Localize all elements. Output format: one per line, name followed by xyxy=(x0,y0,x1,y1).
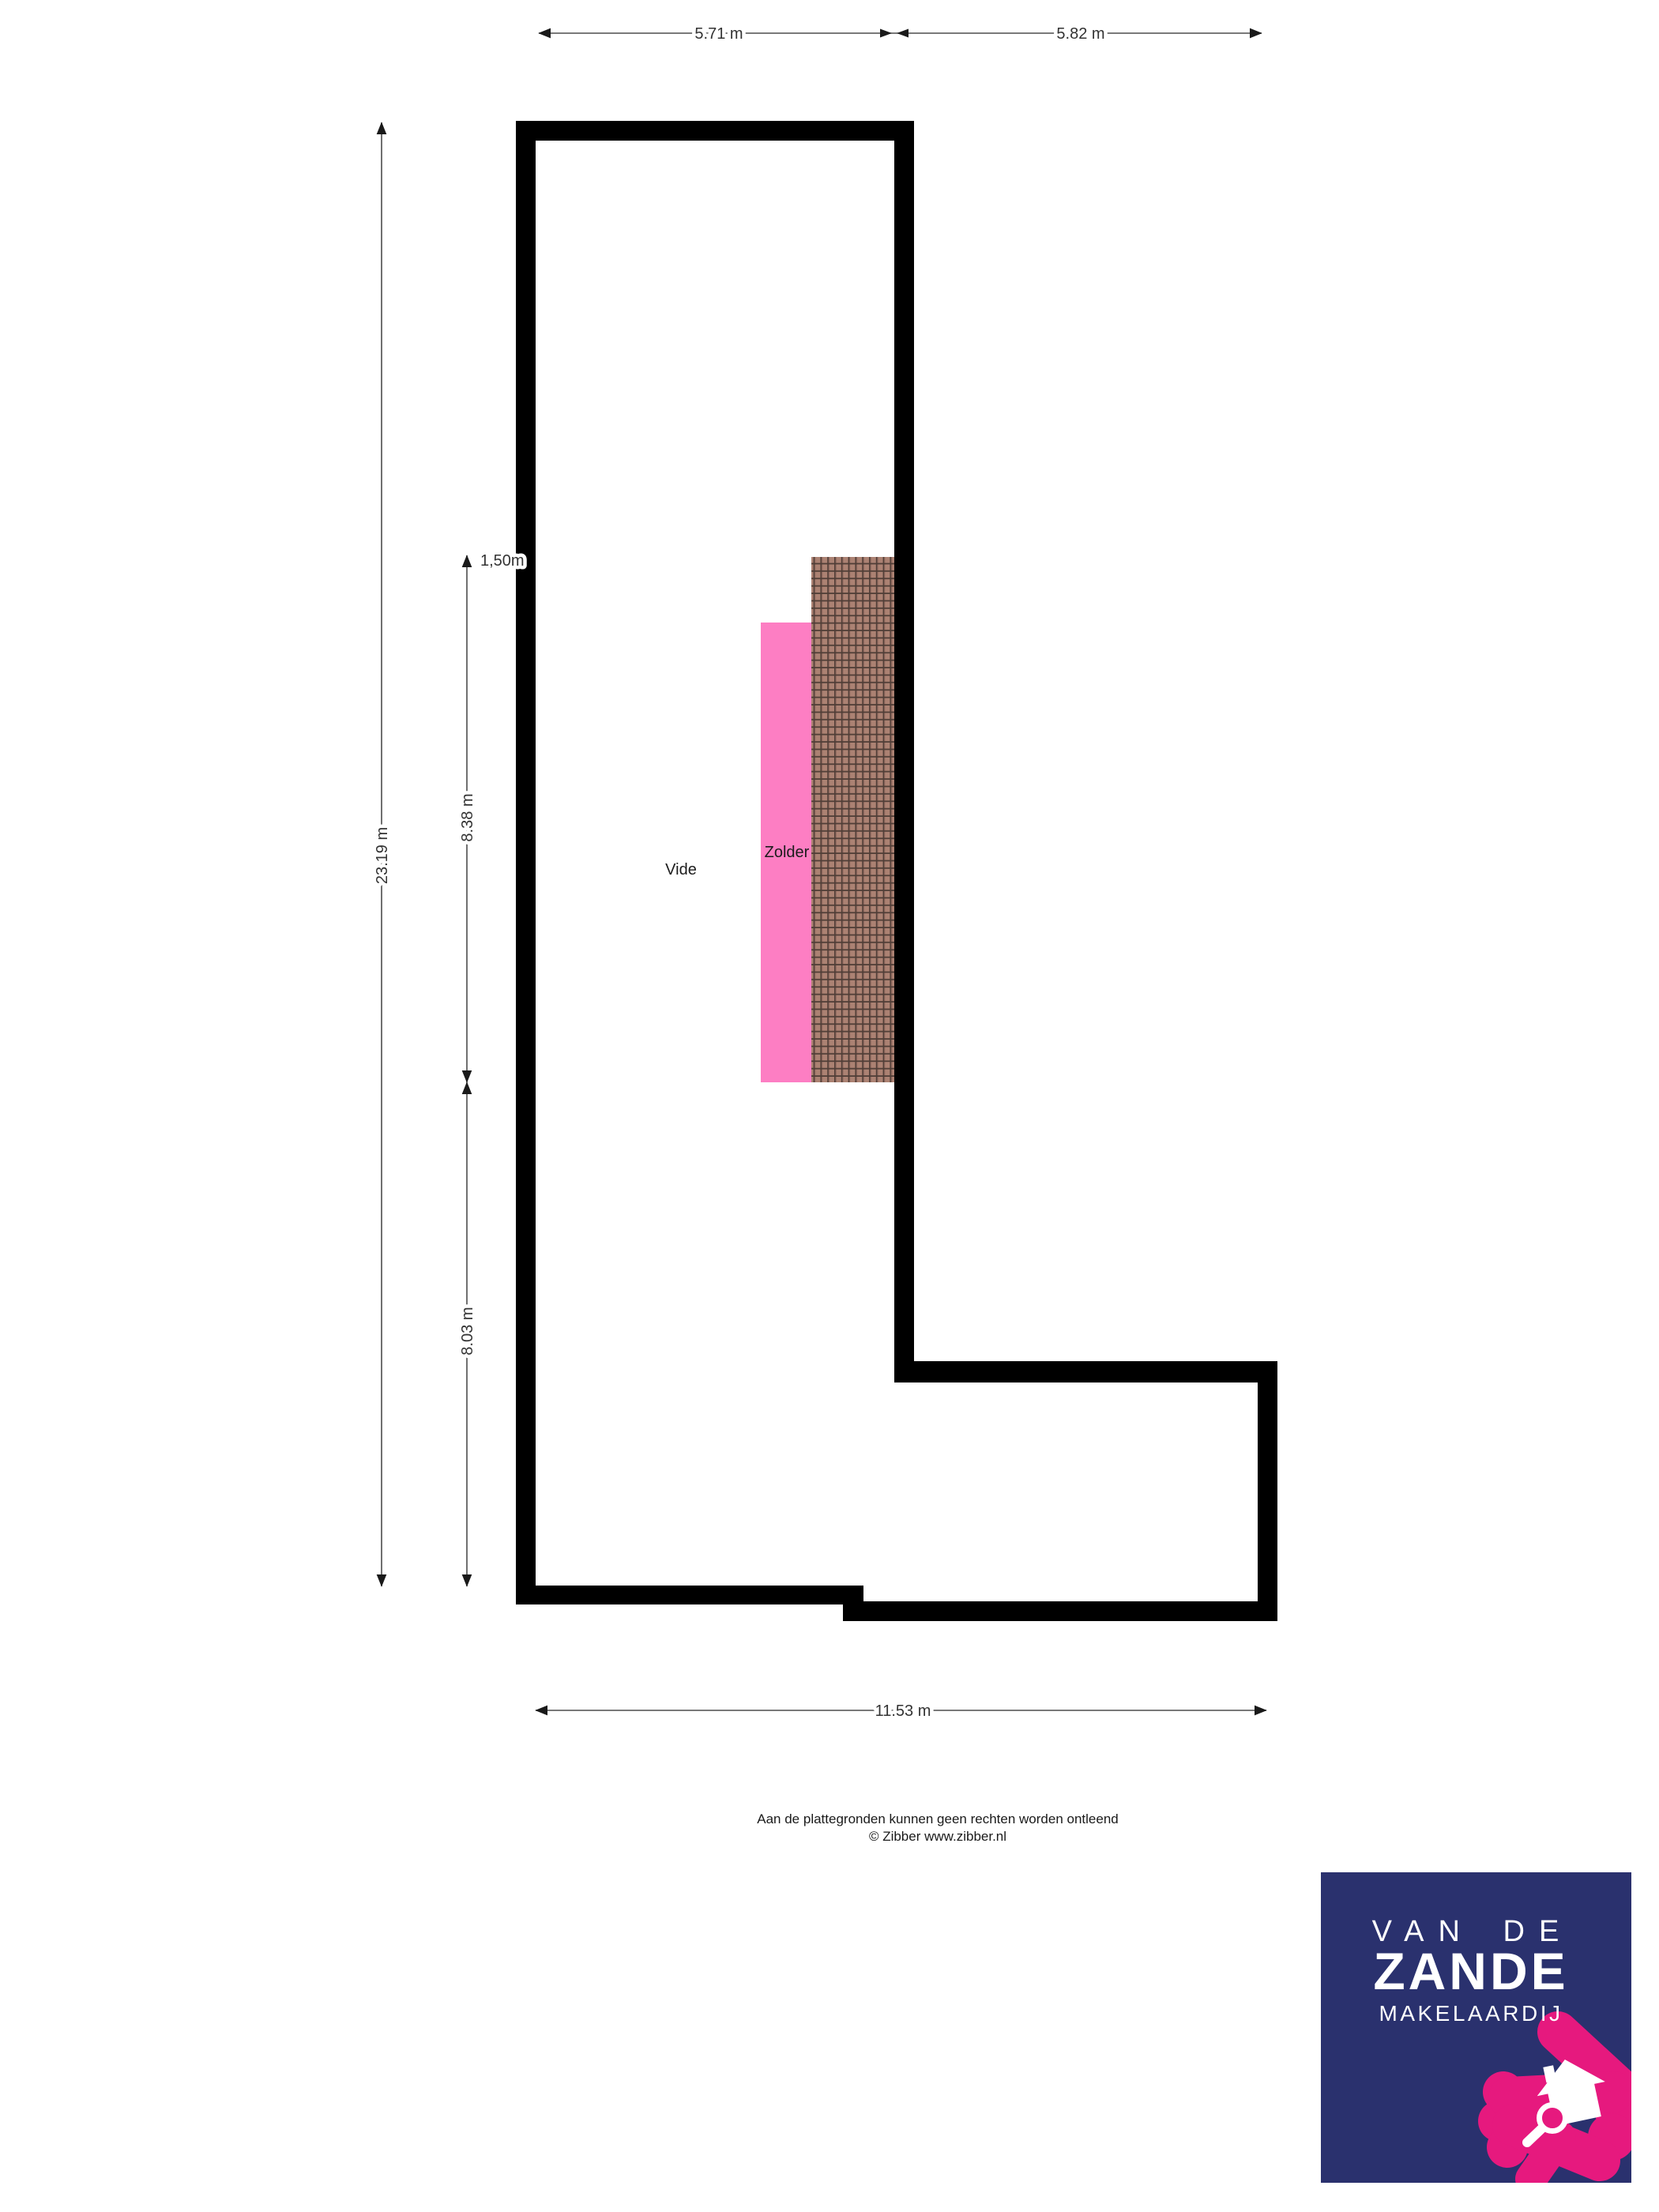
dimension-lines xyxy=(376,28,1267,1716)
dim-label-bottom-total: 11.53 m xyxy=(875,1702,931,1720)
footer-disclaimer: Aan de plattegronden kunnen geen rechten… xyxy=(757,1811,1119,1826)
dimension-mid-arrow-left xyxy=(880,28,892,38)
dimension-mid-arrow-right xyxy=(897,28,908,38)
wall-upper-right xyxy=(894,121,914,1382)
magnifier-icon xyxy=(1522,2102,1568,2147)
wall-extension-top xyxy=(894,1361,1277,1382)
room-label-vide: Vide xyxy=(665,861,697,878)
wall-left xyxy=(516,121,536,1604)
dim-label-left-total: 23.19 m xyxy=(374,827,391,884)
logo-name-main: ZANDE xyxy=(1373,1942,1568,2000)
footer-copyright: © Zibber www.zibber.nl xyxy=(868,1829,1007,1844)
wall-top xyxy=(516,121,914,141)
wall-extension-bottom xyxy=(843,1601,1277,1621)
zolder-area xyxy=(761,623,811,1082)
roof-hatch xyxy=(811,557,895,1082)
wall-main-bottom xyxy=(516,1586,863,1604)
logo-name-sub: MAKELAARDIJ xyxy=(1379,2001,1563,2026)
dim-label-top-left: 5.71 m xyxy=(694,25,743,43)
dim-label-inner-lower: 8.03 m xyxy=(459,1307,476,1355)
logo-name-top: VAN DE xyxy=(1372,1915,1574,1948)
walls xyxy=(516,121,1277,1621)
dim-label-inner-upper: 8.38 m xyxy=(459,793,476,841)
footer: Aan de plattegronden kunnen geen rechten… xyxy=(757,1811,1118,1845)
dim-label-top-right: 5.82 m xyxy=(1056,25,1104,43)
room-label-zolder: Zolder xyxy=(765,844,810,861)
brand-logo: VAN DE ZANDE MAKELAARDIJ xyxy=(1321,1872,1631,2183)
floorplan-drawing: 5.71 m 5.82 m 23.19 m 1,50m 8.38 m 8.03 … xyxy=(374,25,1277,1720)
dim-label-knee-height: 1,50m xyxy=(480,552,525,570)
wall-extension-right xyxy=(1258,1361,1277,1621)
brand-logo-graphic: VAN DE ZANDE MAKELAARDIJ xyxy=(1321,1872,1631,2183)
